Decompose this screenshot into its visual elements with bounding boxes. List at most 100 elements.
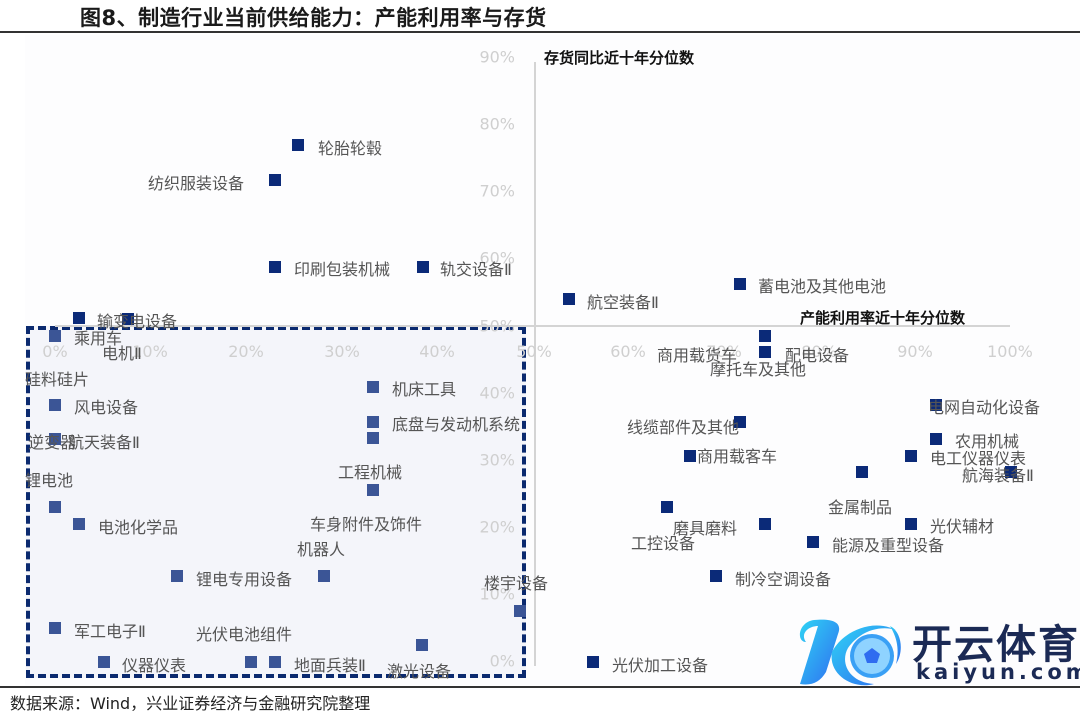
point-label: 硅料硅片 (25, 370, 90, 389)
x-axis-line (55, 325, 1010, 327)
scatter-point[interactable] (73, 518, 85, 530)
scatter-point[interactable] (661, 501, 673, 513)
point-label: 磨具磨料 (673, 519, 738, 538)
point-label: 航天装备Ⅱ (68, 433, 140, 452)
scatter-point[interactable] (587, 656, 599, 668)
point-label: 锂电池 (25, 471, 74, 490)
bottom-rule (0, 686, 1080, 688)
x-tick-label: 40% (419, 342, 455, 361)
point-label: 地面兵装Ⅱ (294, 656, 366, 675)
point-label: 线缆部件及其他 (627, 418, 740, 437)
point-label: 印刷包装机械 (294, 260, 391, 279)
scatter-point[interactable] (416, 639, 428, 651)
scatter-point[interactable] (514, 605, 526, 617)
scatter-point[interactable] (269, 174, 281, 186)
point-label: 摩托车及其他 (710, 360, 807, 379)
scatter-point[interactable] (856, 466, 868, 478)
scatter-point[interactable] (49, 399, 61, 411)
y-tick-label: 80% (479, 114, 515, 134)
scatter-point[interactable] (905, 450, 917, 462)
point-label: 制冷空调设备 (735, 570, 832, 589)
scatter-point[interactable] (49, 622, 61, 634)
scatter-point[interactable] (734, 416, 746, 428)
point-label: 电池化学品 (98, 518, 179, 537)
y-axis-title: 存货同比近十年分位数 (544, 49, 695, 67)
x-tick-label: 20% (228, 342, 264, 361)
y-tick-label: 90% (479, 47, 515, 67)
y-tick-label: 50% (479, 316, 515, 336)
point-label: 机器人 (297, 540, 346, 559)
scatter-point[interactable] (759, 330, 771, 342)
scatter-point[interactable] (905, 518, 917, 530)
scatter-point[interactable] (171, 570, 183, 582)
scatter-point[interactable] (49, 330, 61, 342)
scatter-point[interactable] (318, 570, 330, 582)
watermark-logo: 开云体育 kaiyun.com (792, 612, 1080, 690)
x-tick-label: 0% (42, 342, 68, 361)
point-label: 轮胎轮毂 (318, 139, 383, 158)
point-label: 军工电子Ⅱ (74, 622, 146, 641)
point-label: 光伏电池组件 (196, 625, 293, 644)
y-tick-label: 0% (489, 651, 515, 671)
point-label: 锂电专用设备 (196, 570, 293, 589)
scatter-point[interactable] (49, 433, 61, 445)
scatter-point[interactable] (417, 261, 429, 273)
scatter-point[interactable] (122, 313, 134, 325)
scatter-point[interactable] (98, 656, 110, 668)
point-label: 航空装备Ⅱ (587, 293, 659, 312)
point-label: 仪器仪表 (122, 656, 187, 675)
point-label: 底盘与发动机系统 (392, 415, 521, 434)
x-tick-label: 80% (801, 342, 837, 361)
point-label: 工程机械 (338, 463, 403, 482)
watermark-en: kaiyun.com (916, 660, 1080, 684)
point-label: 电网自动化设备 (928, 398, 1041, 417)
source-note: 数据来源：Wind，兴业证券经济与金融研究院整理 (10, 694, 371, 713)
x-tick-label: 60% (610, 342, 646, 361)
scatter-point[interactable] (759, 346, 771, 358)
scatter-point[interactable] (367, 416, 379, 428)
scatter-point[interactable] (269, 656, 281, 668)
scatter-point[interactable] (367, 381, 379, 393)
chart-title: 图8、制造行业当前供给能力：产能利用率与存货 (80, 6, 547, 30)
x-tick-label: 50% (516, 342, 552, 361)
watermark-cn: 开云体育 (912, 622, 1080, 668)
scatter-point[interactable] (759, 518, 771, 530)
scatter-point[interactable] (563, 293, 575, 305)
scatter-point[interactable] (292, 139, 304, 151)
kaiyun-logo-icon (799, 619, 901, 686)
point-label: 输变电设备 (97, 312, 178, 331)
scatter-point[interactable] (684, 450, 696, 462)
point-label: 工控设备 (631, 534, 696, 553)
x-tick-label: 90% (897, 342, 933, 361)
point-label: 乘用车 (74, 329, 123, 348)
scatter-point[interactable] (367, 432, 379, 444)
point-label: 激光设备 (387, 662, 452, 681)
point-label: 商用载客车 (697, 447, 778, 466)
x-axis-title: 产能利用率近十年分位数 (800, 309, 966, 327)
point-label: 商用载货车 (657, 346, 738, 365)
point-label: 能源及重型设备 (832, 536, 945, 555)
scatter-point[interactable] (73, 312, 85, 324)
scatter-point[interactable] (1005, 466, 1017, 478)
scatter-point[interactable] (49, 501, 61, 513)
y-axis-line (534, 62, 536, 666)
scatter-point[interactable] (807, 536, 819, 548)
point-label: 电工仪器仪表 (930, 449, 1027, 468)
point-label: 轨交设备Ⅱ (440, 260, 512, 279)
y-tick-label: 30% (479, 450, 515, 470)
x-tick-label: 10% (132, 342, 168, 361)
point-label: 光伏加工设备 (612, 656, 709, 675)
scatter-point[interactable] (367, 484, 379, 496)
point-label: 楼宇设备 (484, 574, 549, 593)
scatter-point[interactable] (734, 278, 746, 290)
point-label: 纺织服装设备 (148, 174, 245, 193)
scatter-point[interactable] (245, 656, 257, 668)
scatter-point[interactable] (710, 570, 722, 582)
scatter-point[interactable] (269, 261, 281, 273)
scatter-point[interactable] (930, 433, 942, 445)
scatter-point[interactable] (930, 399, 942, 411)
x-tick-label: 70% (706, 342, 742, 361)
point-label: 风电设备 (74, 398, 139, 417)
point-label: 车身附件及饰件 (310, 515, 423, 534)
x-tick-label: 30% (324, 342, 360, 361)
